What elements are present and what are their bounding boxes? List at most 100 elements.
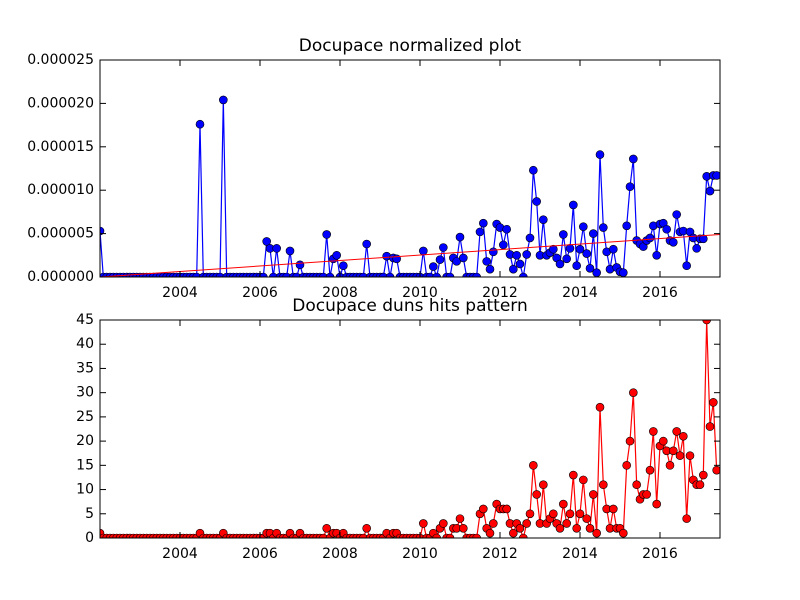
marker — [435, 255, 445, 264]
marker — [282, 272, 291, 277]
marker — [652, 251, 661, 260]
x-tick-label: 2008 — [322, 546, 358, 562]
x-tick-label: 2004 — [162, 546, 198, 562]
marker — [322, 524, 331, 533]
marker — [695, 480, 705, 490]
marker — [629, 154, 638, 164]
marker — [539, 215, 548, 225]
marker — [339, 261, 348, 271]
marker — [332, 251, 341, 260]
marker — [579, 222, 588, 231]
marker — [712, 465, 720, 475]
marker — [565, 244, 575, 253]
marker — [455, 514, 465, 523]
marker — [595, 150, 605, 159]
marker — [659, 436, 668, 446]
marker — [489, 247, 498, 257]
marker — [419, 519, 428, 528]
marker — [439, 243, 448, 252]
marker — [259, 272, 268, 277]
y-tick-label: 35 — [76, 360, 94, 376]
marker — [609, 504, 618, 514]
marker — [262, 237, 271, 246]
marker — [385, 272, 395, 277]
marker — [712, 171, 720, 180]
marker — [525, 233, 535, 243]
marker — [522, 519, 531, 528]
marker — [622, 221, 631, 231]
marker — [502, 504, 511, 514]
marker — [579, 475, 588, 485]
marker — [432, 533, 441, 538]
marker — [649, 427, 658, 436]
marker — [575, 509, 585, 519]
marker — [445, 272, 455, 277]
marker — [672, 427, 681, 436]
marker — [445, 533, 455, 538]
marker — [699, 234, 708, 244]
marker — [269, 272, 278, 277]
x-tick-label: 2012 — [482, 546, 518, 562]
y-tick-label: 10 — [76, 482, 94, 498]
marker — [319, 272, 328, 277]
marker — [499, 240, 508, 250]
marker — [519, 533, 528, 538]
marker — [472, 272, 481, 277]
y-tick-label: 0.000020 — [27, 95, 94, 111]
marker — [529, 165, 538, 175]
marker — [479, 504, 488, 514]
marker — [439, 519, 448, 528]
marker — [575, 244, 585, 254]
marker — [632, 480, 641, 490]
marker — [292, 272, 301, 277]
marker — [565, 509, 575, 519]
marker — [582, 514, 591, 523]
marker — [532, 197, 541, 206]
marker — [549, 509, 558, 519]
plot-area — [100, 320, 720, 538]
marker — [609, 244, 618, 254]
marker — [555, 524, 565, 533]
marker — [485, 528, 495, 538]
marker — [702, 320, 711, 325]
marker — [515, 524, 525, 533]
marker — [295, 260, 305, 270]
marker — [100, 226, 105, 236]
marker — [219, 95, 228, 105]
marker — [285, 246, 295, 256]
x-tick-label: 2010 — [402, 546, 438, 562]
marker — [619, 268, 628, 277]
marker — [699, 470, 708, 480]
marker — [645, 233, 655, 243]
marker — [562, 519, 571, 528]
marker — [625, 182, 635, 192]
x-tick-label: 2016 — [642, 546, 678, 562]
marker — [489, 519, 498, 528]
marker — [572, 261, 581, 271]
y-tick-label: 25 — [76, 409, 94, 425]
y-tick-label: 0.000005 — [27, 226, 94, 242]
marker — [539, 480, 548, 490]
x-tick-label: 2006 — [242, 546, 278, 562]
y-tick-label: 0.000015 — [27, 139, 94, 155]
marker — [479, 218, 488, 228]
marker — [599, 223, 608, 232]
marker — [675, 451, 685, 460]
marker — [642, 490, 651, 499]
marker — [325, 272, 335, 277]
y-tick-label: 0.000010 — [27, 182, 94, 198]
marker — [592, 268, 601, 277]
axes-frame — [99, 319, 721, 539]
y-tick-label: 30 — [76, 385, 94, 401]
y-tick-label: 45 — [76, 312, 94, 328]
marker — [482, 257, 491, 266]
marker — [362, 239, 371, 249]
marker — [195, 119, 205, 129]
marker — [419, 246, 428, 256]
x-tick-label: 2004 — [162, 285, 198, 301]
marker — [559, 499, 568, 509]
marker — [509, 264, 518, 274]
marker — [622, 461, 631, 470]
